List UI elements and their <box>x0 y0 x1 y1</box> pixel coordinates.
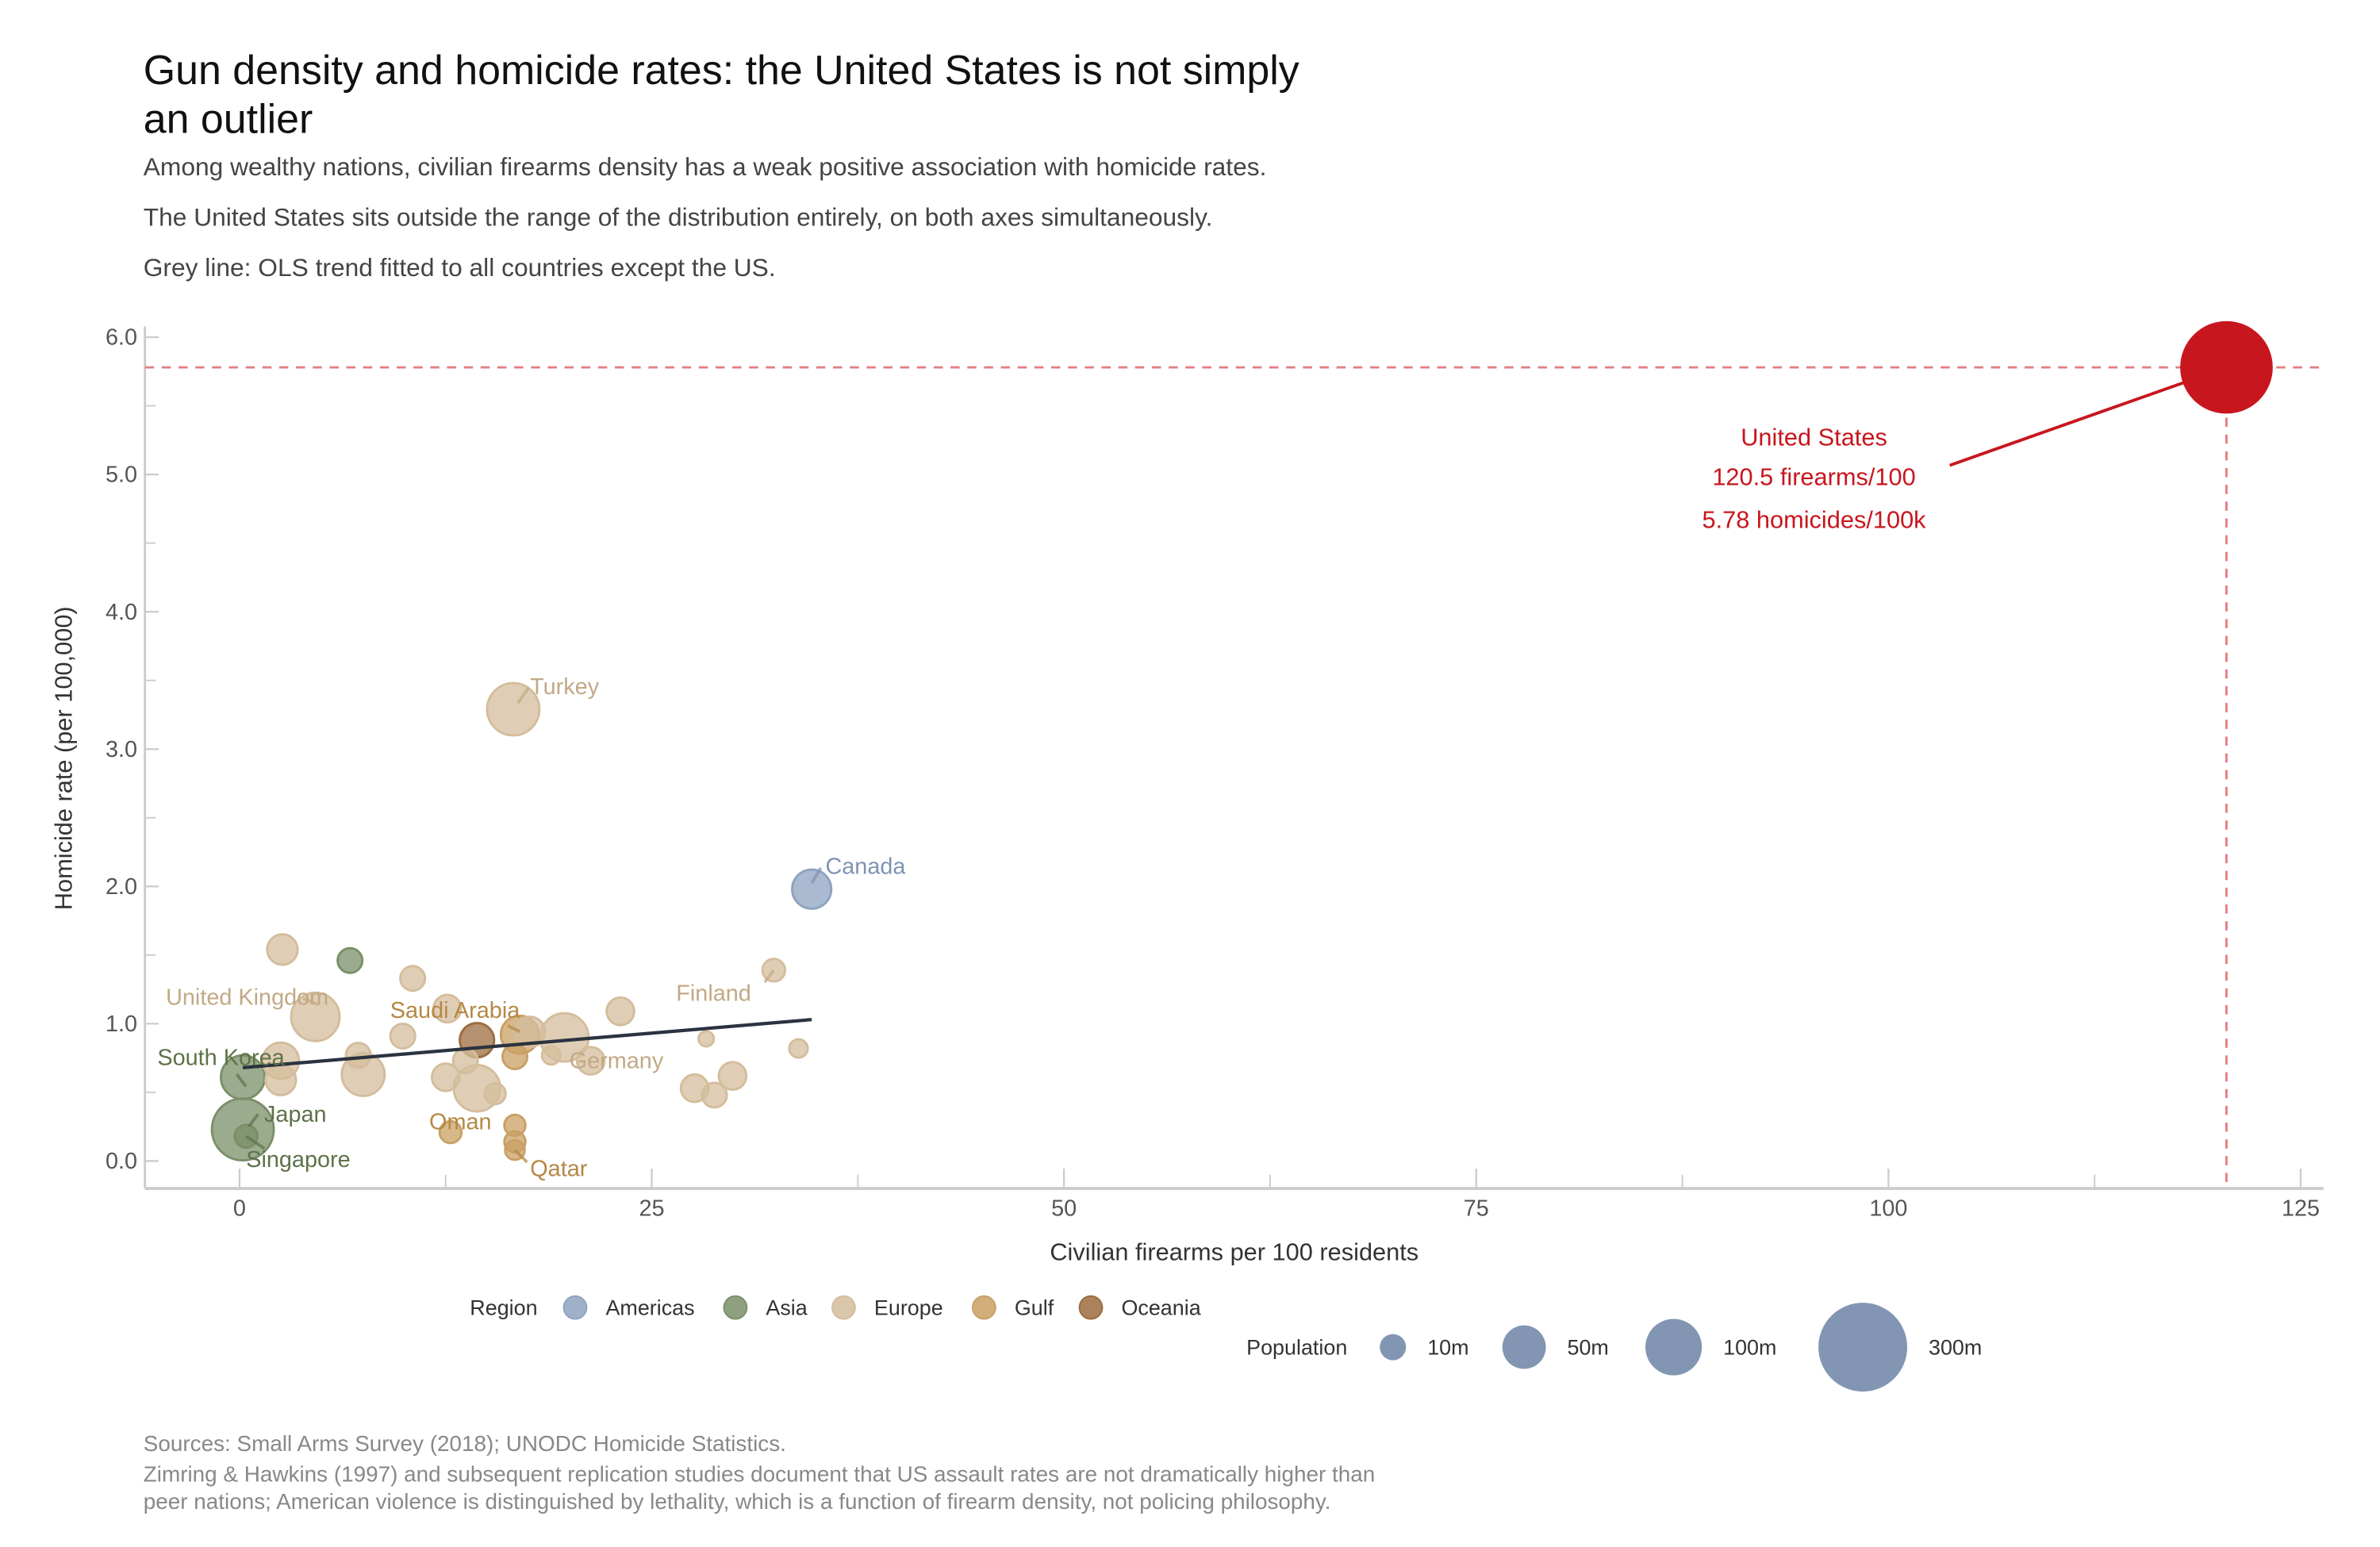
legend-swatch-asia <box>723 1295 748 1320</box>
y-tick-label: 4.0 <box>106 600 137 625</box>
legend-swatch-oceania <box>1078 1295 1104 1320</box>
us-annotation: United States 120.5 firearms/100 5.78 ho… <box>1702 424 1927 534</box>
point-europe <box>430 1062 461 1092</box>
footer-note-line2: peer nations; American violence is disti… <box>144 1489 1331 1514</box>
y-axis-label: Homicide rate (per 100,000) <box>49 606 77 910</box>
point-asia <box>336 946 364 974</box>
point-europe <box>513 1015 547 1049</box>
legend-size-label: 300m <box>1929 1336 1982 1360</box>
point-europe <box>717 1061 748 1091</box>
us-annotation-name: United States <box>1741 424 1887 451</box>
point-united-states <box>2180 321 2273 414</box>
ols-trend-line <box>242 1018 812 1069</box>
x-tick-label: 75 <box>1464 1196 1489 1222</box>
point-europe <box>432 993 463 1024</box>
point-gulf <box>501 1042 529 1070</box>
subtitle-1: Among wealthy nations, civilian firearms… <box>144 152 1267 181</box>
legend-region-title: Region <box>470 1296 537 1320</box>
chart-title-line1: Gun density and homicide rates: the Unit… <box>144 48 1299 94</box>
point-europe <box>344 1042 372 1069</box>
legend-size-100m <box>1645 1319 1702 1376</box>
country-label-saudi-arabia: Saudi Arabia <box>390 998 520 1023</box>
legend-label-gulf: Gulf <box>1015 1296 1054 1320</box>
us-annotation-leader <box>1949 381 2185 467</box>
country-label-germany: Germany <box>570 1049 664 1074</box>
y-tick-label: 2.0 <box>106 874 137 900</box>
label-leader <box>516 687 530 704</box>
point-europe <box>701 1081 728 1109</box>
point-europe <box>266 933 299 966</box>
point-europe <box>788 1038 809 1059</box>
point-europe <box>605 996 635 1027</box>
legend-size-label: 50m <box>1567 1336 1608 1360</box>
label-leader <box>245 1134 266 1150</box>
x-axis-label: Civilian firearms per 100 residents <box>1050 1238 1418 1265</box>
point-europe <box>451 1047 479 1075</box>
x-tick-label: 50 <box>1051 1196 1077 1222</box>
label-leader <box>763 969 775 984</box>
x-tick-label: 125 <box>2282 1196 2320 1222</box>
legend-label-oceania: Oceania <box>1121 1296 1200 1320</box>
point-turkey <box>486 681 541 737</box>
country-label-canada: Canada <box>825 854 906 880</box>
point-united-kingdom <box>290 991 341 1042</box>
x-tick-label: 25 <box>639 1196 664 1222</box>
data-points <box>210 321 2273 1162</box>
legend-label-europe: Europe <box>874 1296 943 1320</box>
legend-swatch-gulf <box>972 1295 996 1320</box>
legend-label-americas: Americas <box>605 1296 694 1320</box>
y-tick-label: 1.0 <box>106 1012 137 1037</box>
country-label-japan: Japan <box>264 1102 327 1127</box>
legend-size-title: Population <box>1246 1336 1347 1360</box>
point-europe <box>389 1022 416 1050</box>
legend-size-10m <box>1380 1334 1407 1361</box>
y-tick-label: 3.0 <box>106 737 137 762</box>
country-labels: United Kingdom Turkey Germany Finland Canada… <box>157 674 906 1182</box>
footer-sources: Sources: Small Arms Survey (2018); UNODC… <box>144 1431 786 1456</box>
country-label-finland: Finland <box>676 981 751 1006</box>
country-label-singapore: Singapore <box>246 1147 350 1173</box>
country-label-turkey: Turkey <box>530 674 600 700</box>
subtitle-2: The United States sits outside the range… <box>144 203 1213 232</box>
y-tick-label: 5.0 <box>106 463 137 488</box>
label-leader <box>248 1113 259 1127</box>
us-reference-lines <box>144 366 2324 1189</box>
label-leader <box>507 1023 521 1034</box>
legend-label-asia: Asia <box>766 1296 807 1320</box>
point-europe <box>399 965 427 992</box>
legend-size-50m <box>1502 1325 1546 1369</box>
label-leader <box>235 1073 248 1088</box>
legend-size-label: 100m <box>1723 1336 1776 1360</box>
x-tick-label: 0 <box>233 1196 246 1222</box>
legend-size-label: 10m <box>1427 1336 1468 1360</box>
label-leader <box>302 996 320 1007</box>
y-tick-label: 6.0 <box>106 325 137 351</box>
chart-title-line2: an outlier <box>144 96 313 142</box>
point-europe <box>483 1081 507 1106</box>
country-label-united-kingdom: United Kingdom <box>166 985 328 1010</box>
legend-size-300m <box>1818 1303 1908 1392</box>
point-europe <box>540 1045 562 1066</box>
axes: 0 25 50 75 100 125 0.0 1.0 2.0 3.0 4.0 5.0 6.0 <box>106 325 2324 1222</box>
x-tick-label: 100 <box>1869 1196 1907 1222</box>
us-annotation-homicides: 5.78 homicides/100k <box>1702 505 1927 533</box>
y-tick-label: 0.0 <box>106 1149 137 1174</box>
point-canada <box>791 868 833 910</box>
point-oman <box>438 1119 463 1145</box>
country-label-south-korea: South Korea <box>157 1046 285 1071</box>
subtitle-3: Grey line: OLS trend fitted to all count… <box>144 253 776 282</box>
point-germany <box>575 1046 606 1076</box>
legend-swatch-americas <box>562 1295 588 1320</box>
legend-swatch-europe <box>831 1295 856 1320</box>
country-label-qatar: Qatar <box>530 1156 587 1181</box>
legend: Region Americas Asia Europe Gulf Oceania Popul… <box>470 1295 1982 1392</box>
footer-note-line1: Zimring & Hawkins (1997) and subsequent … <box>144 1461 1376 1486</box>
us-annotation-firearms: 120.5 firearms/100 <box>1712 463 1915 491</box>
label-leader <box>810 866 823 885</box>
label-leader <box>513 1149 528 1164</box>
country-label-oman: Oman <box>429 1109 492 1134</box>
point-europe <box>697 1030 716 1048</box>
